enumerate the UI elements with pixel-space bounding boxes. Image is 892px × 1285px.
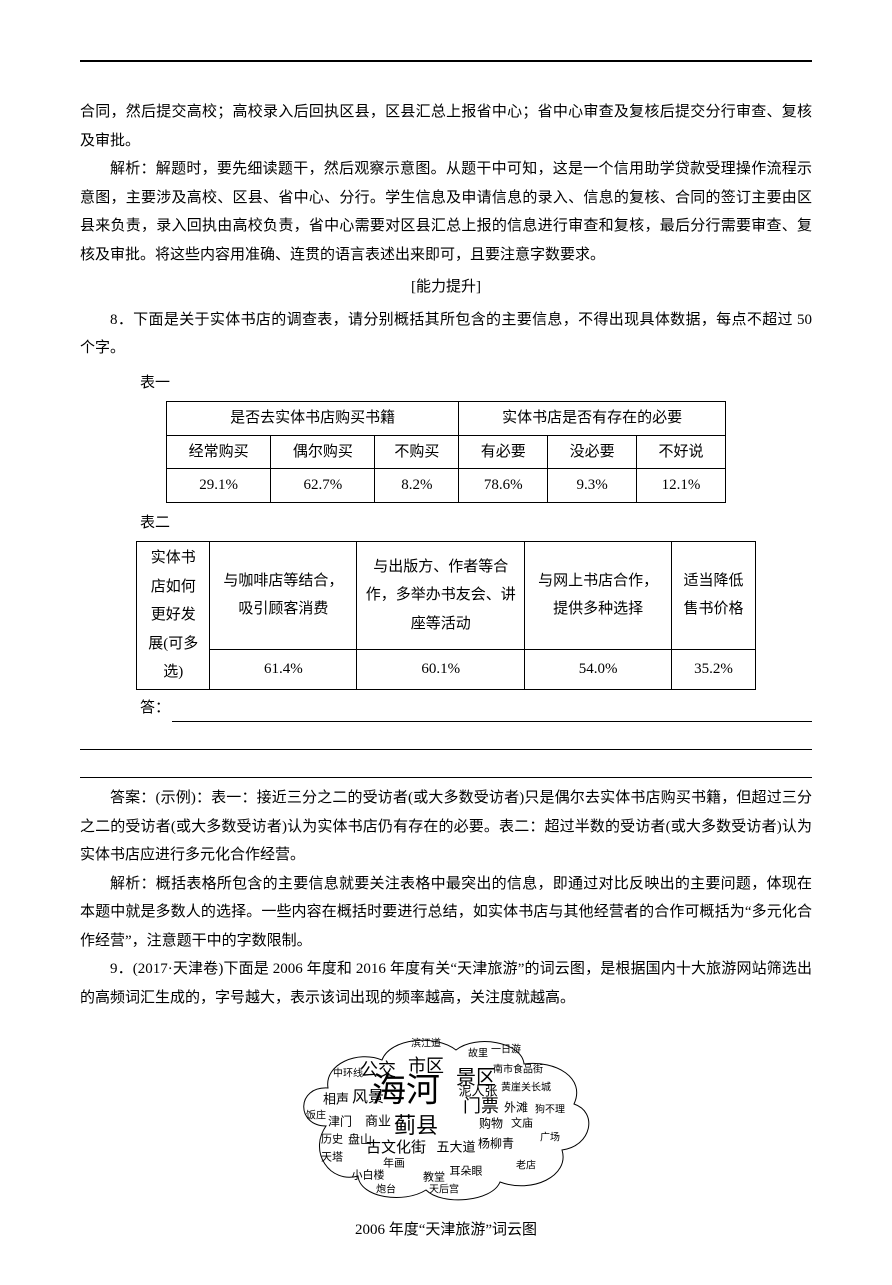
cloud-word: 杨柳青: [478, 1133, 514, 1156]
cloud-word: 盘山: [348, 1129, 372, 1152]
cloud-word: 天塔: [321, 1148, 343, 1169]
q8-answer: 答案：(示例)：表一：接近三分之二的受访者(或大多数受访者)只是偶尔去实体书店购…: [80, 784, 812, 870]
answer-blank-line[interactable]: [80, 754, 812, 778]
answer-blank-line[interactable]: [172, 701, 812, 722]
cloud-word: 广场: [540, 1129, 560, 1148]
answer-prefix: 答：: [80, 694, 170, 723]
wordcloud-2006: 海河蓟县景区市区门票公交风景古文化街商业相声津门泥人张外滩购物文庙五大道杨柳青盘…: [286, 1026, 606, 1206]
cloud-word: 文庙: [511, 1114, 533, 1135]
table-row: 经常购买 偶尔购买 不购买 有必要 没必要 不好说: [167, 435, 726, 469]
cloud-word: 狗不理: [535, 1101, 565, 1120]
explanation-1: 解析：解题时，要先细读题干，然后观察示意图。从题干中可知，这是一个信用助学贷款受…: [80, 155, 812, 269]
table-row: 29.1% 62.7% 8.2% 78.6% 9.3% 12.1%: [167, 469, 726, 503]
cloud-word: 中环线: [333, 1065, 363, 1084]
table2-label: 表二: [80, 509, 812, 538]
answer-blank-row: 答：: [80, 694, 812, 723]
answer-blank-line[interactable]: [80, 726, 812, 750]
cloud-word: 耳朵眼: [450, 1162, 483, 1183]
table-1: 是否去实体书店购买书籍 实体书店是否有存在的必要 经常购买 偶尔购买 不购买 有…: [166, 401, 726, 503]
wordcloud-caption: 2006 年度“天津旅游”词云图: [80, 1216, 812, 1245]
cloud-word: 老店: [516, 1157, 536, 1176]
cloud-word: 故里: [468, 1045, 488, 1064]
q8-stem: 8．下面是关于实体书店的调查表，请分别概括其所包含的主要信息，不得出现具体数据，…: [80, 306, 812, 363]
cloud-word: 饭庄: [306, 1107, 326, 1126]
t1-head-right: 实体书店是否有存在的必要: [459, 402, 726, 436]
table1-label: 表一: [80, 369, 812, 398]
q9-stem: 9．(2017·天津卷)下面是 2006 年度和 2016 年度有关“天津旅游”…: [80, 955, 812, 1012]
cloud-word: 黄崖关长城: [501, 1079, 551, 1098]
cloud-word: 风景: [352, 1083, 384, 1113]
t2-left-head: 实体书店如何更好发展(可多选): [137, 542, 210, 690]
q8-explanation: 解析：概括表格所包含的主要信息就要关注表格中最突出的信息，即通过对比反映出的主要…: [80, 870, 812, 956]
section-tag: [能力提升]: [80, 273, 812, 302]
cloud-word: 一日游: [491, 1041, 521, 1060]
t1-head-left: 是否去实体书店购买书籍: [167, 402, 459, 436]
cloud-word: 相声: [323, 1088, 349, 1113]
table-2: 实体书店如何更好发展(可多选) 与咖啡店等结合，吸引顾客消费 与出版方、作者等合…: [136, 541, 756, 690]
cloud-word: 滨江道: [411, 1035, 441, 1054]
cloud-word: 南市食品街: [493, 1061, 543, 1080]
top-rule: [80, 60, 812, 62]
cloud-word: 天后宫: [429, 1181, 459, 1200]
cloud-word: 市区: [408, 1049, 444, 1083]
cloud-word: 年画: [383, 1154, 405, 1175]
cloud-word: 炮台: [376, 1181, 396, 1200]
cloud-word: 五大道: [436, 1136, 475, 1161]
paragraph-continuation: 合同，然后提交高校；高校录入后回执区县，区县汇总上报省中心；省中心审查及复核后提…: [80, 98, 812, 155]
cloud-word: 泥人张: [458, 1080, 497, 1105]
table-row: 61.4% 60.1% 54.0% 35.2%: [137, 649, 756, 689]
